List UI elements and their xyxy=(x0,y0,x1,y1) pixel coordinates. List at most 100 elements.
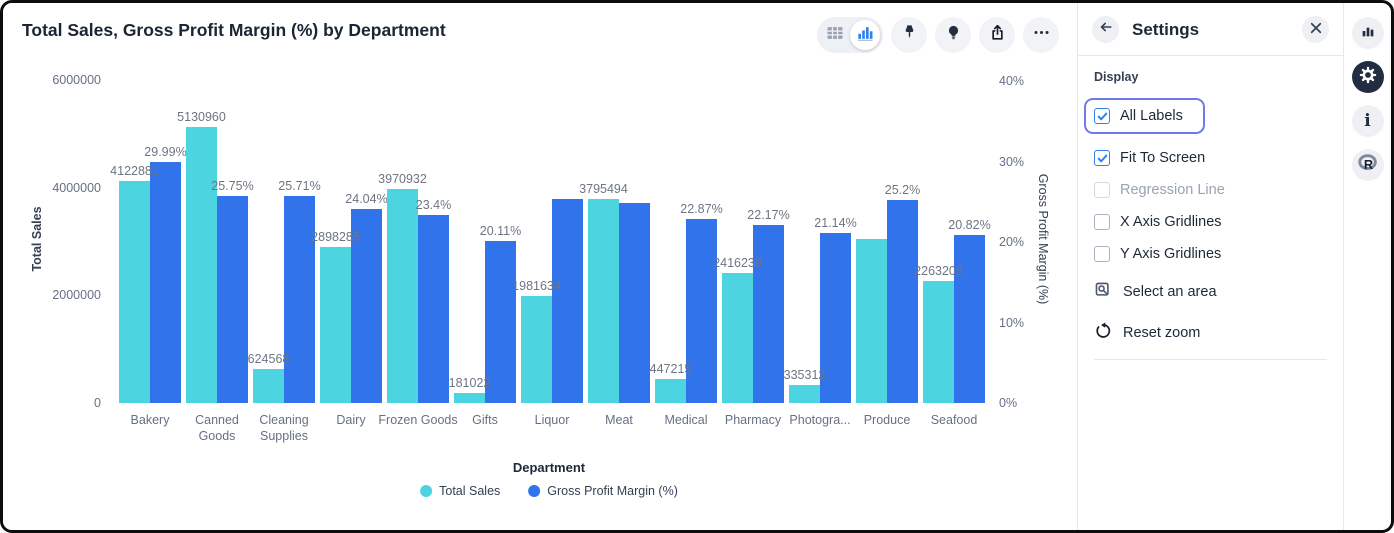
y-axis-tick-right: 20% xyxy=(999,235,1025,249)
data-label-sales: 2416230 xyxy=(713,256,762,270)
plot-area: 0 2000000 4000000 6000000 0% 10% 20% 30% 40% 4122… xyxy=(52,73,1024,410)
checkbox-unchecked-icon xyxy=(1094,214,1110,230)
checkbox-y-axis-gridlines[interactable]: Y Axis Gridlines xyxy=(1094,246,1327,262)
lightbulb-icon xyxy=(944,23,963,47)
bar-gross-profit-margin[interactable] xyxy=(954,235,985,403)
export-button[interactable] xyxy=(979,17,1015,53)
checkbox-x-axis-gridlines[interactable]: X Axis Gridlines xyxy=(1094,214,1327,230)
data-label-sales: 5130960 xyxy=(177,110,226,124)
close-button[interactable] xyxy=(1302,16,1329,43)
x-axis-tick-label: Photogra... xyxy=(789,413,851,427)
data-label-sales: 4122881 xyxy=(110,164,159,178)
checkbox-fit-to-screen[interactable]: Fit To Screen xyxy=(1094,150,1327,166)
data-label-sales: 2263205 xyxy=(914,264,963,278)
y-axis-title-left: Total Sales xyxy=(30,206,44,272)
checkbox-regression-line[interactable]: Regression Line xyxy=(1094,182,1327,198)
bar-gross-profit-margin[interactable] xyxy=(217,196,248,403)
x-axis-tick-label: Pharmacy xyxy=(724,413,782,427)
select-an-area-button[interactable]: Select an area xyxy=(1094,281,1327,303)
checkbox-label: Regression Line xyxy=(1120,182,1225,198)
y-axis-tick-right: 0% xyxy=(999,396,1018,410)
bar-total-sales[interactable] xyxy=(789,385,820,403)
info-icon: i xyxy=(1364,111,1371,131)
y-axis-title-right: Gross Profit Margin (%) xyxy=(1036,173,1050,305)
bar-chart-icon xyxy=(1360,23,1376,44)
checkbox-checked-icon xyxy=(1094,108,1110,124)
bar-total-sales[interactable] xyxy=(320,247,351,403)
r-logo-icon: R xyxy=(1357,152,1379,179)
settings-body: Display All Labels Fit To Screen Regress… xyxy=(1078,70,1343,360)
chart-rail-button[interactable] xyxy=(1351,17,1384,49)
more-options-button[interactable] xyxy=(1023,17,1059,53)
bar-total-sales[interactable] xyxy=(722,273,753,403)
table-view-button[interactable] xyxy=(820,20,850,50)
bar-gross-profit-margin[interactable] xyxy=(820,233,851,403)
bar-gross-profit-margin[interactable] xyxy=(552,199,583,403)
bar-total-sales[interactable] xyxy=(119,181,150,403)
x-axis-tick-label: Seafood xyxy=(930,413,978,427)
bar-total-sales[interactable] xyxy=(454,393,485,403)
x-axis-tick-label: Produce xyxy=(863,413,911,427)
settings-rail-button[interactable] xyxy=(1351,61,1384,93)
bar-total-sales[interactable] xyxy=(856,239,887,403)
insight-button[interactable] xyxy=(935,17,971,53)
checkbox-label: Y Axis Gridlines xyxy=(1120,246,1222,262)
chart-title: Total Sales, Gross Profit Margin (%) by … xyxy=(22,20,446,40)
bar-total-sales[interactable] xyxy=(253,369,284,403)
chart-toolbar xyxy=(817,17,1059,53)
x-axis-tick-label: Frozen Goods xyxy=(378,413,458,427)
data-label-sales: 181022 xyxy=(448,376,491,390)
bar-gross-profit-margin[interactable] xyxy=(351,209,382,403)
pin-button[interactable] xyxy=(891,17,927,53)
bar-total-sales[interactable] xyxy=(521,296,552,403)
x-axis-tick-label: Gifts xyxy=(472,413,498,427)
bar-gross-profit-margin[interactable] xyxy=(284,196,315,403)
right-rail: i R xyxy=(1344,3,1391,530)
data-label-margin: 22.87% xyxy=(680,202,723,216)
info-rail-button[interactable]: i xyxy=(1351,105,1384,137)
action-label: Reset zoom xyxy=(1123,325,1201,341)
data-label-margin: 21.14% xyxy=(814,216,857,230)
legend-item-gross-profit-margin[interactable]: Gross Profit Margin (%) xyxy=(528,484,678,498)
bar-total-sales[interactable] xyxy=(387,189,418,403)
data-label-sales: 1981634 xyxy=(512,279,561,293)
bar-total-sales[interactable] xyxy=(655,379,686,403)
back-button[interactable] xyxy=(1092,16,1119,43)
chart-view-button[interactable] xyxy=(850,20,880,50)
bar-gross-profit-margin[interactable] xyxy=(485,241,516,403)
bar-gross-profit-margin[interactable] xyxy=(150,162,181,403)
checkbox-all-labels[interactable]: All Labels xyxy=(1094,108,1183,124)
bar-gross-profit-margin[interactable] xyxy=(418,215,449,403)
bar-gross-profit-margin[interactable] xyxy=(753,225,784,403)
legend-label: Total Sales xyxy=(439,484,501,498)
x-axis-tick-label: Canned Goods xyxy=(195,413,239,443)
checkbox-unchecked-icon xyxy=(1094,246,1110,262)
data-label-margin: 29.99% xyxy=(144,145,187,159)
bar-gross-profit-margin[interactable] xyxy=(619,203,650,403)
bar-gross-profit-margin[interactable] xyxy=(887,200,918,403)
legend-item-total-sales[interactable]: Total Sales xyxy=(420,484,500,498)
legend-dot-cyan xyxy=(420,485,433,497)
bar-total-sales[interactable] xyxy=(588,199,619,403)
back-arrow-icon xyxy=(1098,19,1114,40)
r-logo-rail-button[interactable]: R xyxy=(1351,149,1384,181)
bar-total-sales[interactable] xyxy=(186,127,217,403)
export-icon xyxy=(988,23,1007,47)
bar-total-sales[interactable] xyxy=(923,281,954,403)
data-label-margin: 20.82% xyxy=(948,218,991,232)
settings-title: Settings xyxy=(1132,19,1200,39)
legend-dot-blue xyxy=(528,485,541,497)
view-toggle xyxy=(817,17,883,53)
y-axis-tick-left: 0 xyxy=(94,396,101,410)
reset-zoom-button[interactable]: Reset zoom xyxy=(1094,322,1327,344)
data-label-margin: 25.75% xyxy=(211,179,254,193)
data-label-margin: 24.04% xyxy=(345,192,388,206)
data-label-margin: 22.17% xyxy=(747,208,790,222)
settings-divider xyxy=(1094,359,1327,360)
x-axis-tick-label: Liquor xyxy=(534,413,570,427)
bar-gross-profit-margin[interactable] xyxy=(686,219,717,403)
close-icon xyxy=(1310,21,1322,39)
data-label-sales: 624568 xyxy=(247,352,290,366)
chart-card: Total Sales, Gross Profit Margin (%) by … xyxy=(3,3,1078,530)
